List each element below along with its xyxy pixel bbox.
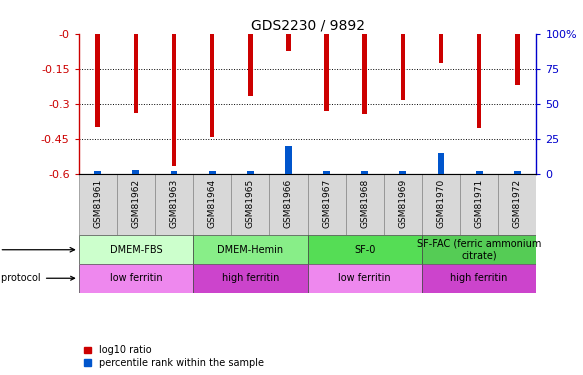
Bar xyxy=(346,174,384,236)
Bar xyxy=(248,34,252,96)
Bar xyxy=(117,174,155,236)
Bar xyxy=(361,171,368,174)
Bar xyxy=(476,171,483,174)
Bar xyxy=(193,174,231,236)
Bar xyxy=(247,171,254,174)
Bar xyxy=(79,174,117,236)
Text: high ferritin: high ferritin xyxy=(222,273,279,283)
Bar xyxy=(286,34,291,51)
Text: agent: agent xyxy=(0,245,75,255)
Bar xyxy=(79,236,193,264)
Bar xyxy=(210,34,215,136)
Text: GSM81970: GSM81970 xyxy=(437,179,445,228)
Bar xyxy=(422,236,536,264)
Bar xyxy=(399,171,406,174)
Bar xyxy=(308,236,422,264)
Text: growth protocol: growth protocol xyxy=(0,273,75,283)
Text: GSM81969: GSM81969 xyxy=(398,179,408,228)
Bar xyxy=(498,174,536,236)
Bar xyxy=(171,171,177,174)
Text: DMEM-FBS: DMEM-FBS xyxy=(110,245,162,255)
Bar xyxy=(134,34,138,113)
Bar xyxy=(269,174,308,236)
Text: GSM81967: GSM81967 xyxy=(322,179,331,228)
Bar xyxy=(79,264,193,292)
Text: SF-FAC (ferric ammonium
citrate): SF-FAC (ferric ammonium citrate) xyxy=(417,239,542,261)
Bar xyxy=(324,34,329,111)
Bar xyxy=(477,34,482,129)
Text: GSM81964: GSM81964 xyxy=(208,179,217,228)
Text: GSM81963: GSM81963 xyxy=(170,179,178,228)
Text: DMEM-Hemin: DMEM-Hemin xyxy=(217,245,283,255)
Bar xyxy=(132,170,139,174)
Bar xyxy=(422,174,460,236)
Bar xyxy=(515,34,519,85)
Text: GSM81961: GSM81961 xyxy=(93,179,102,228)
Text: SF-0: SF-0 xyxy=(354,245,375,255)
Text: low ferritin: low ferritin xyxy=(110,273,162,283)
Text: low ferritin: low ferritin xyxy=(338,273,391,283)
Bar xyxy=(308,264,422,292)
Bar xyxy=(363,34,367,114)
Text: GSM81972: GSM81972 xyxy=(513,179,522,228)
Bar xyxy=(308,174,346,236)
Text: GSM81968: GSM81968 xyxy=(360,179,369,228)
Bar xyxy=(460,174,498,236)
Bar xyxy=(209,171,216,174)
Bar xyxy=(193,236,308,264)
Bar xyxy=(384,174,422,236)
Title: GDS2230 / 9892: GDS2230 / 9892 xyxy=(251,19,364,33)
Bar xyxy=(155,174,193,236)
Bar xyxy=(172,34,176,166)
Text: high ferritin: high ferritin xyxy=(451,273,508,283)
Bar xyxy=(422,264,536,292)
Text: GSM81965: GSM81965 xyxy=(246,179,255,228)
Text: GSM81966: GSM81966 xyxy=(284,179,293,228)
Bar xyxy=(94,171,101,174)
Text: GSM81962: GSM81962 xyxy=(131,179,141,228)
Bar xyxy=(96,34,100,127)
Bar xyxy=(514,171,521,174)
Legend: log10 ratio, percentile rank within the sample: log10 ratio, percentile rank within the … xyxy=(83,345,264,368)
Text: GSM81971: GSM81971 xyxy=(475,179,484,228)
Bar xyxy=(193,264,308,292)
Bar xyxy=(438,153,444,174)
Bar xyxy=(231,174,269,236)
Bar xyxy=(401,34,405,101)
Bar xyxy=(323,171,330,174)
Bar xyxy=(439,34,443,63)
Bar xyxy=(285,146,292,174)
